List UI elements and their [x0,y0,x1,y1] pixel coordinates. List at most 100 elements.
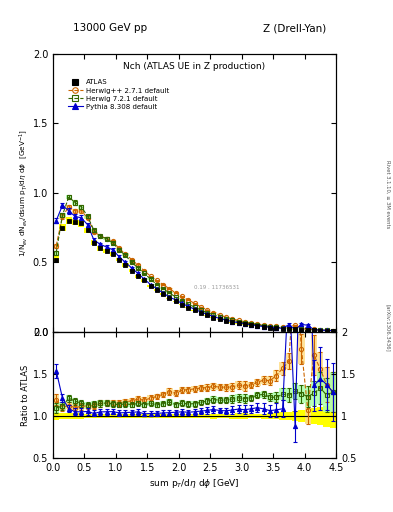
Bar [292,411,298,421]
Bar [160,392,166,397]
Bar [229,322,235,323]
Bar [141,273,147,274]
Y-axis label: Ratio to ATLAS: Ratio to ATLAS [21,365,30,425]
Bar [204,315,210,316]
Bar [185,401,191,407]
Bar [103,249,110,253]
Bar [248,414,254,418]
Bar [154,280,160,281]
Bar [147,401,154,406]
Bar [191,307,198,308]
Bar [154,414,160,418]
Bar [198,414,204,418]
Bar [305,395,311,424]
Bar [66,217,72,224]
Bar [116,247,122,249]
Bar [173,292,179,293]
Bar [84,215,91,218]
Bar [66,395,72,402]
Bar [179,296,185,297]
Bar [191,303,198,304]
Bar [116,402,122,408]
Bar [179,300,185,301]
Bar [254,379,261,386]
Bar [229,395,235,403]
Bar [191,310,198,311]
Bar [135,267,141,269]
Bar [53,250,59,254]
Bar [273,370,279,381]
Bar [147,395,154,401]
Bar [330,404,336,428]
Bar [248,382,254,388]
Bar [135,264,141,266]
Bar [267,413,273,419]
Bar [141,397,147,403]
Bar [59,402,66,410]
Bar [141,402,147,408]
Bar [122,414,129,418]
Bar [261,376,267,384]
Bar [166,292,173,293]
Bar [298,411,305,422]
Bar [217,414,223,418]
Bar [279,388,286,400]
Bar [279,361,286,375]
Bar [229,382,235,391]
Bar [97,414,103,418]
X-axis label: sum p$_T$/d$\eta$ d$\phi$ [GeV]: sum p$_T$/d$\eta$ d$\phi$ [GeV] [149,477,240,490]
Bar [179,304,185,306]
Bar [173,391,179,396]
Bar [129,414,135,418]
Bar [53,244,59,248]
Bar [141,279,147,282]
Bar [217,397,223,403]
Bar [72,404,78,411]
Bar [305,387,311,407]
Bar [141,414,147,418]
Bar [59,224,66,231]
Bar [166,414,173,418]
Bar [160,284,166,285]
Bar [72,414,78,419]
Bar [154,402,160,408]
Bar [84,403,91,409]
Bar [292,242,298,283]
Bar [229,318,235,319]
Bar [210,317,217,318]
Bar [129,402,135,407]
Bar [110,242,116,244]
Bar [279,413,286,420]
Bar [254,392,261,398]
Bar [311,409,317,424]
Bar [229,320,235,321]
Bar [103,400,110,406]
Bar [122,264,129,267]
Bar [78,220,84,227]
Y-axis label: 1/N$_{ev}$ dN$_{ev}$/dsum p$_T$/d$\eta$ d$\phi$  [GeV$^{-1}$]: 1/N$_{ev}$ dN$_{ev}$/dsum p$_T$/d$\eta$ … [17,129,30,257]
Bar [286,412,292,420]
Bar [122,253,129,255]
Bar [78,209,84,213]
Bar [154,394,160,399]
Bar [242,381,248,391]
Bar [261,414,267,418]
Bar [210,382,217,390]
Bar [185,387,191,393]
Bar [53,394,59,406]
Bar [217,384,223,390]
Bar [267,376,273,386]
Bar [242,324,248,325]
Bar [267,393,273,401]
Bar [97,400,103,407]
Bar [66,195,72,199]
Bar [135,396,141,402]
Bar [66,402,72,409]
Bar [235,323,242,324]
Bar [91,230,97,233]
Bar [53,403,59,413]
Bar [323,406,330,426]
Text: Nch (ATLAS UE in Z production): Nch (ATLAS UE in Z production) [123,62,266,71]
Bar [129,398,135,403]
Bar [135,401,141,406]
